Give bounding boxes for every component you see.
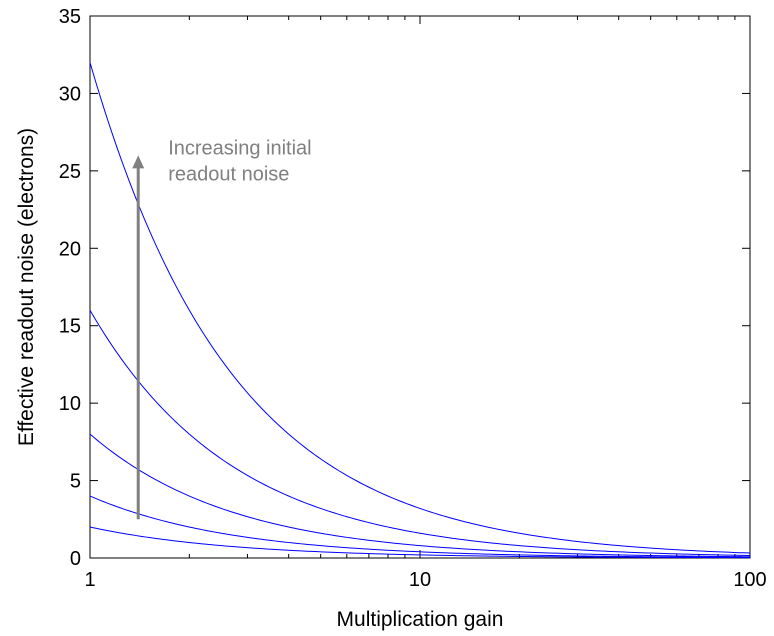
annotation-text-line1: Increasing initial <box>168 137 311 159</box>
x-tick-label: 100 <box>733 569 766 591</box>
y-axis-label: Effective readout noise (electrons) <box>15 128 38 446</box>
x-tick-label: 1 <box>84 569 95 591</box>
plot-area <box>89 15 751 559</box>
annotation-text-line2: readout noise <box>168 163 289 185</box>
x-tick-label: 10 <box>409 569 431 591</box>
x-axis-label: Multiplication gain <box>337 608 504 631</box>
y-tick-label: 10 <box>59 393 81 415</box>
y-tick-label: 0 <box>70 548 81 570</box>
y-tick-label: 20 <box>59 238 81 260</box>
series-line-4 <box>89 309 751 557</box>
y-tick-label: 5 <box>70 471 81 493</box>
y-tick-label: 15 <box>59 316 81 338</box>
series-group <box>89 62 751 559</box>
y-tick-label: 30 <box>59 83 81 105</box>
y-tick-label: 35 <box>59 6 81 28</box>
x-axis-ticks: 1 10 100 <box>84 16 767 591</box>
y-axis-ticks: 0 5 10 15 20 25 30 35 <box>59 6 750 570</box>
series-line-5 <box>89 62 751 554</box>
annotation-arrowhead <box>132 155 145 169</box>
series-line-3 <box>89 433 751 558</box>
y-tick-label: 25 <box>59 161 81 183</box>
series-line-1 <box>89 526 751 559</box>
series-line-2 <box>89 495 751 558</box>
annotation: Increasing initial readout noise <box>132 137 312 520</box>
